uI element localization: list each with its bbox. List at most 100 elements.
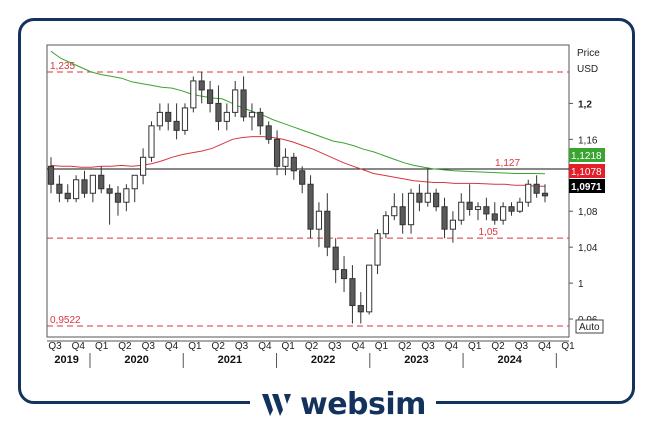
candle-body xyxy=(424,192,431,203)
price-axis-title: Price xyxy=(577,48,600,59)
candle-body xyxy=(240,89,247,118)
websim-logo: websim xyxy=(250,389,436,421)
x-axis: Q3 Q4 Q1 Q2 Q3 Q4 Q1 Q2 Q3 Q4 Q1 Q2 Q3 Q4 Q1 Q2 Q3 Q4 Q1 Q2… xyxy=(48,341,575,368)
candle-body xyxy=(382,215,390,235)
candle-body xyxy=(474,206,482,210)
candle-body xyxy=(525,183,532,203)
candle-body xyxy=(516,201,523,212)
candle-body xyxy=(223,111,230,122)
price-badge xyxy=(569,164,605,178)
reference-line-label: 1,235 xyxy=(50,61,75,72)
quarter-label: Q2 xyxy=(118,341,132,352)
year-label: 2021 xyxy=(218,354,242,366)
candle-body xyxy=(131,174,138,190)
candle-body xyxy=(332,246,339,271)
candle-body xyxy=(156,111,163,127)
reference-line-label: 0,9522 xyxy=(50,315,81,326)
quarter-label: Q4 xyxy=(165,341,179,352)
candle-body xyxy=(98,174,105,190)
candle-body xyxy=(407,192,415,226)
price-badge-label: 1,1078 xyxy=(571,167,602,178)
candle-body xyxy=(123,188,130,203)
quarter-label: Q1 xyxy=(282,341,296,352)
candle-body xyxy=(366,264,373,313)
candle-body xyxy=(89,174,96,194)
candle-body xyxy=(106,188,113,194)
websim-mark-icon xyxy=(262,394,291,416)
candle-body xyxy=(265,125,272,140)
candle-body xyxy=(500,206,507,221)
candle-body xyxy=(56,183,63,194)
y-tick-label: 1,04 xyxy=(578,243,598,254)
candle-body xyxy=(399,206,406,226)
quarter-label: Q1 xyxy=(561,341,575,352)
quarter-label: Q2 xyxy=(212,341,226,352)
quarter-label: Q3 xyxy=(235,341,249,352)
candle-body xyxy=(416,192,423,203)
reference-line-label: 1,127 xyxy=(495,158,520,169)
quarter-label: Q1 xyxy=(95,341,109,352)
quarter-label: Q3 xyxy=(328,341,342,352)
candle-body xyxy=(64,192,71,200)
quarter-label: Q2 xyxy=(398,341,412,352)
candle-body xyxy=(441,206,448,230)
candle-body xyxy=(458,201,465,221)
moving-average-line xyxy=(50,136,546,187)
quarter-label: Q2 xyxy=(491,341,505,352)
y-tick-label: 1,08 xyxy=(578,207,598,218)
candle-body xyxy=(165,111,172,122)
quarter-label: Q4 xyxy=(445,341,459,352)
y-tick-label: 1,2 xyxy=(578,99,592,110)
y-tick-label: 1,16 xyxy=(578,135,598,146)
candle-body xyxy=(257,111,264,127)
candle-body xyxy=(315,210,323,230)
candle-body xyxy=(357,305,364,313)
candle-body xyxy=(148,125,155,158)
year-label: 2023 xyxy=(404,354,428,366)
currency-label: USD xyxy=(577,64,598,75)
candle-body xyxy=(81,179,88,194)
candle-body xyxy=(282,156,289,167)
candle-body xyxy=(349,278,356,307)
price-badge-label: 1,1218 xyxy=(571,151,602,162)
candle-body xyxy=(533,183,540,194)
quarter-label: Q2 xyxy=(305,341,319,352)
quarter-label: Q4 xyxy=(351,341,365,352)
quarter-label: Q4 xyxy=(72,341,86,352)
quarter-label: Q1 xyxy=(468,341,482,352)
price-badge-label: 1,0971 xyxy=(571,182,602,193)
candle-body xyxy=(198,80,205,91)
auto-label: Auto xyxy=(579,322,600,333)
candle-body xyxy=(449,219,456,230)
candle-body xyxy=(173,120,180,131)
candle-body xyxy=(324,210,331,248)
candle-body xyxy=(466,201,473,210)
candle-body xyxy=(290,156,297,172)
candle-body xyxy=(206,89,214,104)
candle-body xyxy=(273,138,281,167)
y-tick-label: 1 xyxy=(578,279,584,290)
year-label: 2019 xyxy=(54,354,78,366)
quarter-label: Q4 xyxy=(538,341,552,352)
candle-body xyxy=(483,206,490,215)
quarter-label: Q1 xyxy=(375,341,389,352)
quarter-label: Q4 xyxy=(258,341,272,352)
year-label: 2022 xyxy=(311,354,335,366)
candle-body xyxy=(374,233,381,266)
moving-averages xyxy=(50,50,546,187)
candle-body xyxy=(190,80,197,109)
candle-body xyxy=(433,192,440,208)
candle-body xyxy=(299,170,306,185)
quarter-label: Q3 xyxy=(515,341,529,352)
price-badge xyxy=(569,179,605,193)
moving-average-line xyxy=(50,50,546,175)
auto-scale-button[interactable]: Auto xyxy=(575,319,604,334)
year-label: 2024 xyxy=(497,354,522,366)
candle-body xyxy=(114,192,122,203)
candle-body xyxy=(140,156,147,176)
candle-body xyxy=(47,165,55,185)
quarter-label: Q1 xyxy=(188,341,202,352)
candle-body xyxy=(248,111,256,118)
quarter-label: Q3 xyxy=(142,341,156,352)
